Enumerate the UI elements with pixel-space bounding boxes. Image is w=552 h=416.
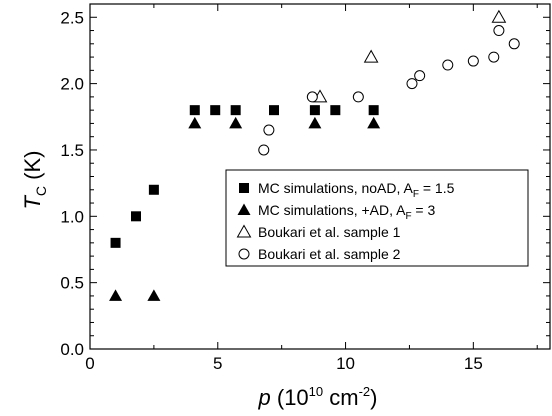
data-point-series-1	[368, 105, 379, 116]
data-point-series-2	[229, 116, 243, 129]
y-tick-label: 1.5	[60, 141, 84, 160]
legend-markers	[236, 183, 252, 260]
data-point-series-1	[110, 237, 121, 248]
legend-marker-series-3	[236, 224, 252, 238]
legend-marker-series-1	[239, 183, 249, 193]
data-point-series-2	[367, 116, 381, 129]
data-point-series-4	[493, 25, 505, 37]
data-point-series-1	[230, 105, 241, 116]
data-point-series-1	[210, 105, 221, 116]
legend-label-series-2: MC simulations, +AD, AF = 3	[258, 202, 436, 222]
data-point-series-4	[414, 70, 426, 82]
data-point-series-2	[308, 116, 322, 129]
data-points	[109, 9, 520, 301]
x-tick-label: 10	[336, 354, 355, 373]
data-point-series-1	[269, 105, 279, 116]
legend-label-series-1: MC simulations, noAD, AF = 1.5	[258, 180, 455, 200]
data-point-series-4	[352, 91, 364, 103]
axis-ticks: 0 5 10 15 0.0 0.5 1.0 1.5 2.0 2.5	[60, 3, 550, 373]
data-point-series-4	[467, 55, 479, 67]
y-tick-label: 1.0	[60, 207, 84, 226]
legend-label-series-4: Boukari et al. sample 2	[258, 246, 401, 262]
data-point-series-1	[148, 184, 159, 195]
data-point-series-1	[309, 105, 320, 116]
data-point-series-4	[442, 59, 454, 71]
y-tick-label: 0.5	[60, 274, 84, 293]
data-point-series-1	[330, 105, 341, 116]
y-axis-label: TC (K)	[20, 150, 49, 209]
x-tick-label: 5	[213, 354, 222, 373]
data-point-series-4	[306, 91, 318, 103]
data-point-series-3	[491, 9, 507, 23]
legend-marker-series-4	[238, 248, 250, 260]
data-point-series-4	[488, 51, 500, 63]
y-tick-label: 2.5	[60, 8, 84, 27]
data-point-series-1	[131, 211, 141, 222]
legend: MC simulations, noAD, AF = 1.5 MC simula…	[225, 169, 529, 267]
data-point-series-1	[189, 105, 200, 116]
x-tick-label: 15	[464, 354, 483, 373]
data-point-series-4	[406, 78, 418, 90]
x-tick-label: 0	[85, 354, 94, 373]
data-point-series-2	[188, 116, 202, 129]
data-point-series-4	[263, 124, 275, 136]
data-point-series-2	[109, 289, 123, 301]
data-point-series-2	[147, 289, 161, 301]
legend-label-series-3: Boukari et al. sample 1	[258, 224, 401, 240]
data-point-series-4	[258, 144, 270, 156]
legend-box	[225, 169, 529, 267]
y-tick-label: 2.0	[60, 75, 84, 94]
y-tick-label: 0.0	[60, 340, 84, 359]
x-axis-label: p (1010 cm-2)	[258, 384, 378, 410]
data-point-series-4	[508, 38, 520, 50]
data-point-series-3	[363, 49, 379, 63]
legend-marker-series-2	[237, 203, 251, 215]
